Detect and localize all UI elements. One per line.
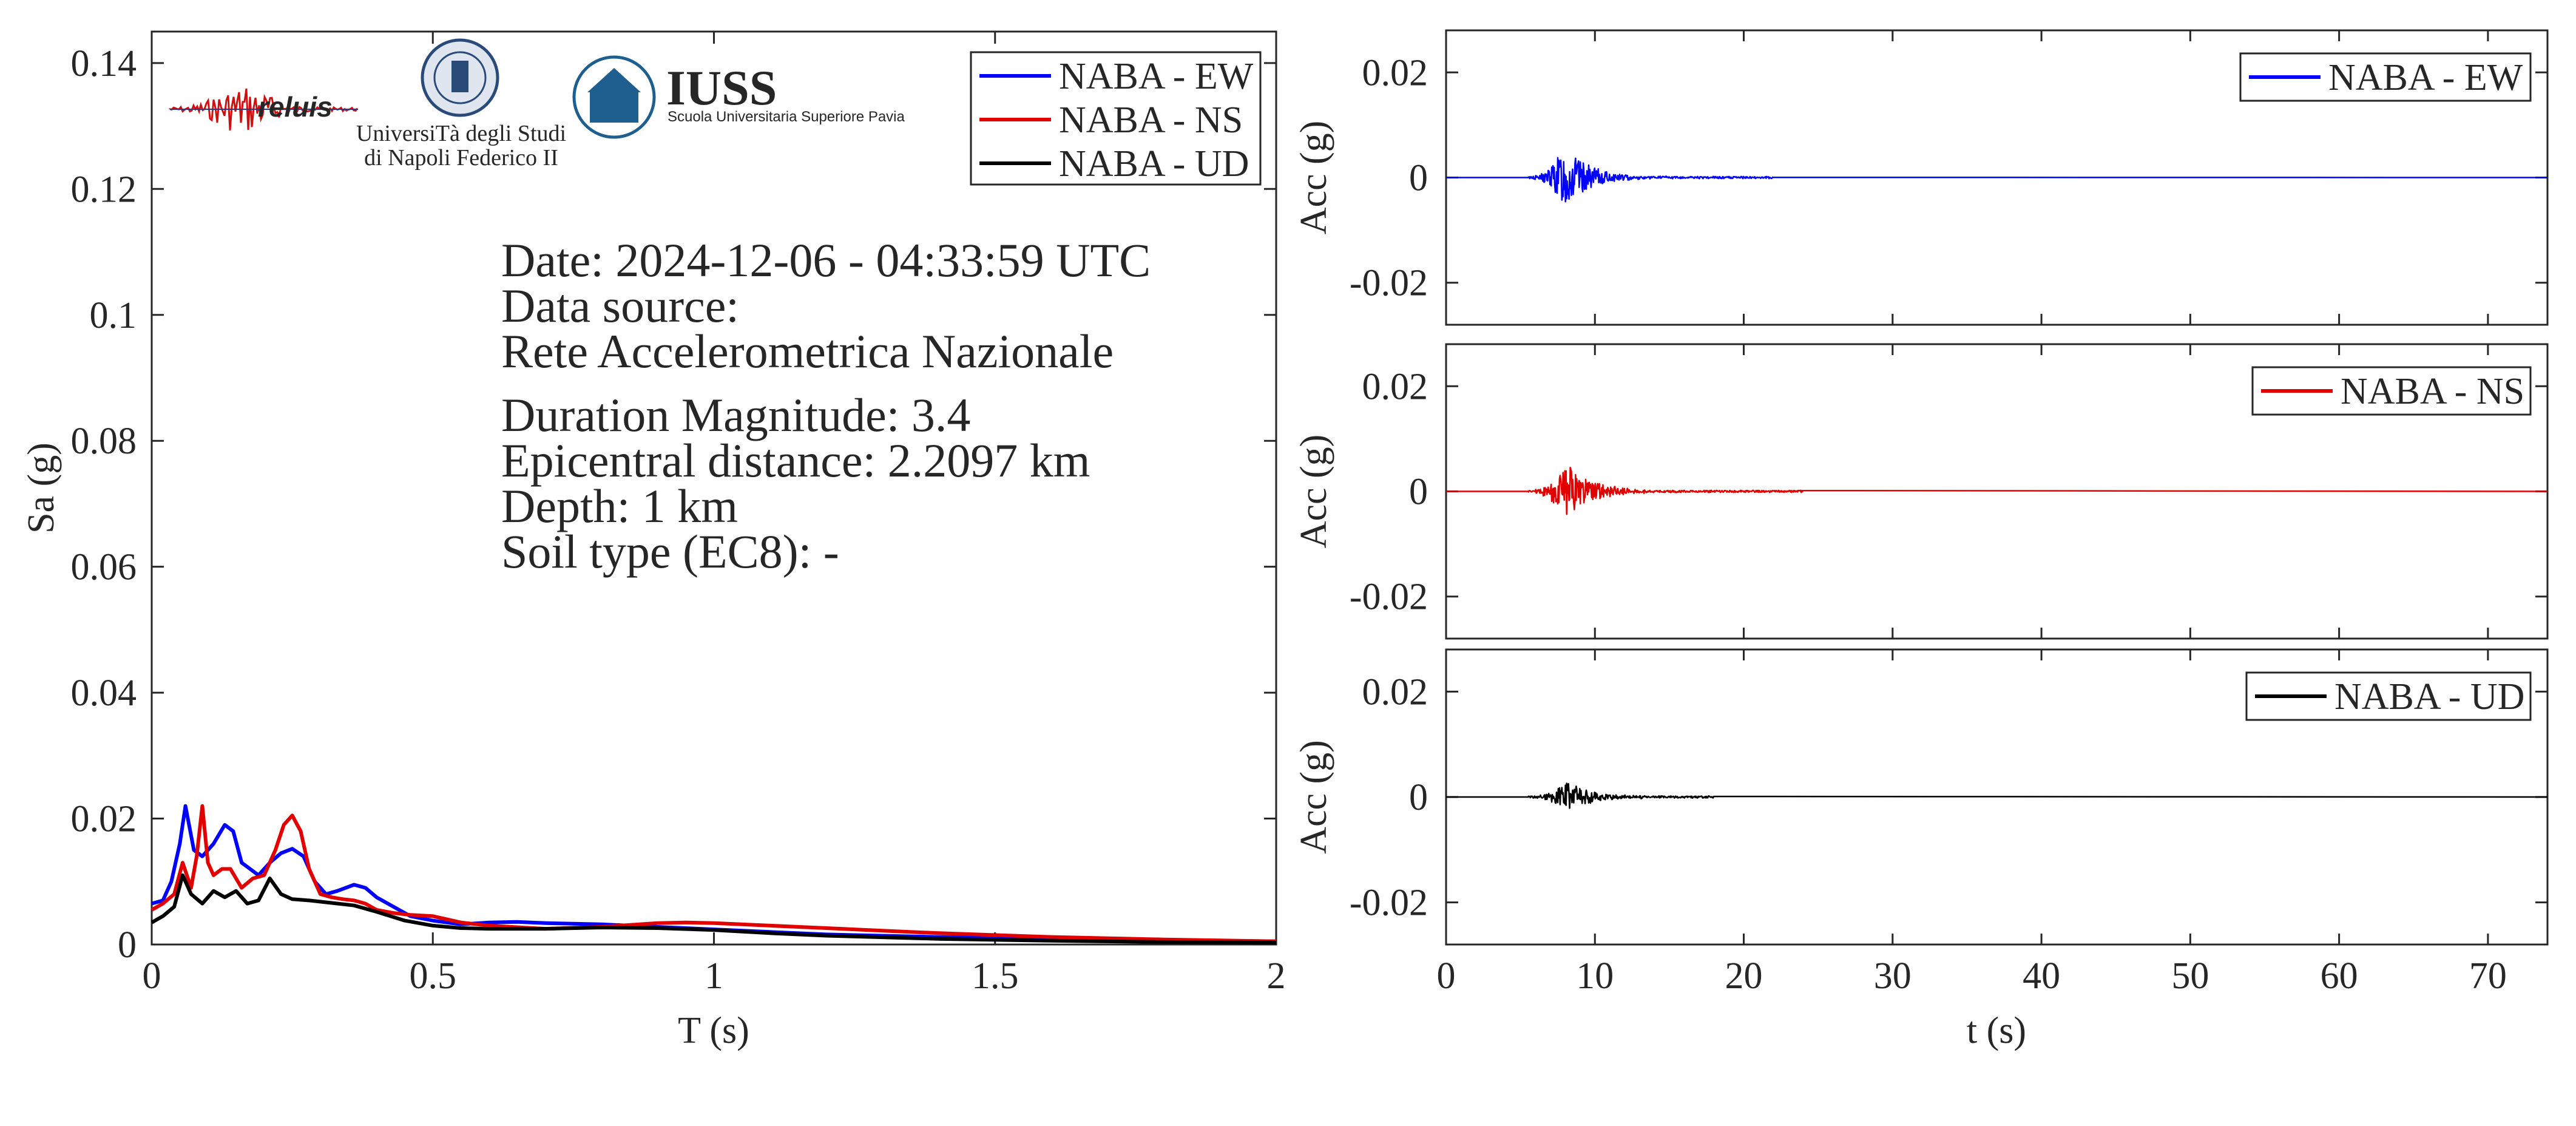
spectrum-x-tick-label: 0.5	[410, 955, 457, 997]
spectrum-x-tick-label: 2	[1267, 955, 1286, 997]
acc-trace-ns	[1446, 466, 2548, 515]
unina-logo: UniversiTà degli Studi di Napoli Federic…	[356, 38, 566, 171]
acc-trace-ew	[1446, 157, 2548, 203]
acc-y-tick-label: 0	[1409, 777, 1428, 818]
spectrum-chart: 0 0.5 1 1.5 2 0 0.02 0.04 0.06 0.08 0.1 0.12 0.14 T …	[21, 30, 1286, 1051]
acc-x-tick-label: 0	[1437, 955, 1456, 997]
iuss-logo: IUSS Scuola Universitaria Superiore Pavi…	[572, 55, 905, 139]
acc-y-axis-label-ns: Acc (g)	[1293, 435, 1334, 549]
acc-x-axis-label: t (s)	[1967, 1010, 2026, 1051]
spectrum-y-tick-label: 0.1	[90, 295, 137, 336]
iuss-logo-title: IUSS	[666, 60, 777, 115]
spectrum-y-tick-label: 0.14	[71, 43, 137, 84]
acc-y-tick-label: -0.02	[1350, 263, 1428, 304]
acc-y-tick-label: 0	[1409, 472, 1428, 513]
acc-x-tick-label: 30	[1874, 955, 1912, 997]
acc-legend-label-ns: NABA - NS	[2341, 371, 2524, 412]
info-soil-type: Soil type (EC8): -	[501, 525, 839, 578]
acc-x-tick-label: 10	[1576, 955, 1614, 997]
spectrum-series-ud	[150, 873, 1277, 945]
spectrum-y-tick-label: 0.02	[71, 799, 137, 840]
info-data-source: Rete Accelerometrica Nazionale	[501, 325, 1114, 378]
unina-logo-line1: UniversiTà degli Studi	[356, 121, 566, 146]
acc-x-tick-label: 70	[2469, 955, 2507, 997]
acc-y-tick-label: 0.02	[1362, 671, 1428, 713]
info-magnitude: Duration Magnitude: 3.4	[501, 388, 970, 441]
spectrum-y-tick-label: 0.04	[71, 673, 137, 714]
reluis-logo-text: reluis	[258, 91, 333, 123]
acc-x-tick-label: 60	[2321, 955, 2358, 997]
acc-legend-label-ud: NABA - UD	[2334, 676, 2524, 717]
event-info: Date: 2024-12-06 - 04:33:59 UTC Data sou…	[501, 234, 1151, 578]
acc-y-tick-label: 0.02	[1362, 52, 1428, 93]
spectrum-series-ns	[150, 804, 1277, 943]
info-data-source-label: Data source:	[501, 279, 739, 332]
acc-x-tick-label: 20	[1725, 955, 1763, 997]
reluis-wave-graphic	[169, 88, 359, 131]
acc-x-tick-label: 40	[2023, 955, 2060, 997]
acc-panel-ns: -0.02 0 0.02 Acc (g) NABA - NS	[1293, 343, 2549, 640]
acc-y-axis-label-ew: Acc (g)	[1293, 121, 1334, 235]
acc-legend-label-ew: NABA - EW	[2328, 57, 2523, 98]
info-depth: Depth: 1 km	[501, 480, 738, 532]
iuss-emblem-roof	[587, 68, 641, 92]
spectrum-x-axis-label: T (s)	[678, 1010, 749, 1051]
spectrum-legend-label-ew: NABA - EW	[1059, 56, 1254, 97]
spectrum-y-axis-label: Sa (g)	[21, 443, 62, 534]
acc-x-tick-label: 50	[2171, 955, 2209, 997]
spectrum-x-tick-label: 0	[143, 955, 161, 997]
spectrum-x-tick-label: 1.5	[972, 955, 1019, 997]
spectrum-legend-label-ud: NABA - UD	[1059, 143, 1249, 185]
acc-y-axis-label-ud: Acc (g)	[1293, 740, 1334, 854]
acc-y-tick-label: -0.02	[1350, 577, 1428, 618]
acc-y-tick-label: -0.02	[1350, 883, 1428, 924]
iuss-logo-subtitle: Scuola Universitaria Superiore Pavia	[668, 109, 905, 125]
info-date: Date: 2024-12-06 - 04:33:59 UTC	[501, 234, 1151, 287]
acc-y-tick-label: 0	[1409, 158, 1428, 199]
spectrum-y-tick-label: 0	[118, 924, 137, 966]
acc-y-tick-label: 0.02	[1362, 366, 1428, 407]
spectrum-y-tick-label: 0.08	[71, 421, 137, 462]
spectrum-y-tick-label: 0.06	[71, 547, 137, 588]
unina-seal-figure	[451, 61, 468, 92]
iuss-emblem-building	[590, 92, 638, 123]
reluis-logo: reluis	[169, 88, 359, 131]
spectrum-y-tick-label: 0.12	[71, 169, 137, 210]
info-epicentral-distance: Epicentral distance: 2.2097 km	[501, 434, 1090, 487]
acc-trace-ud	[1446, 782, 2548, 809]
unina-seal-inner-ring	[433, 51, 487, 104]
acc-panel-ew: -0.02 0 0.02 Acc (g) NABA - EW	[1293, 29, 2549, 326]
unina-logo-line2: di Napoli Federico II	[364, 145, 558, 171]
spectrum-x-tick-label: 1	[705, 955, 723, 997]
spectrum-legend-label-ns: NABA - NS	[1059, 100, 1243, 141]
